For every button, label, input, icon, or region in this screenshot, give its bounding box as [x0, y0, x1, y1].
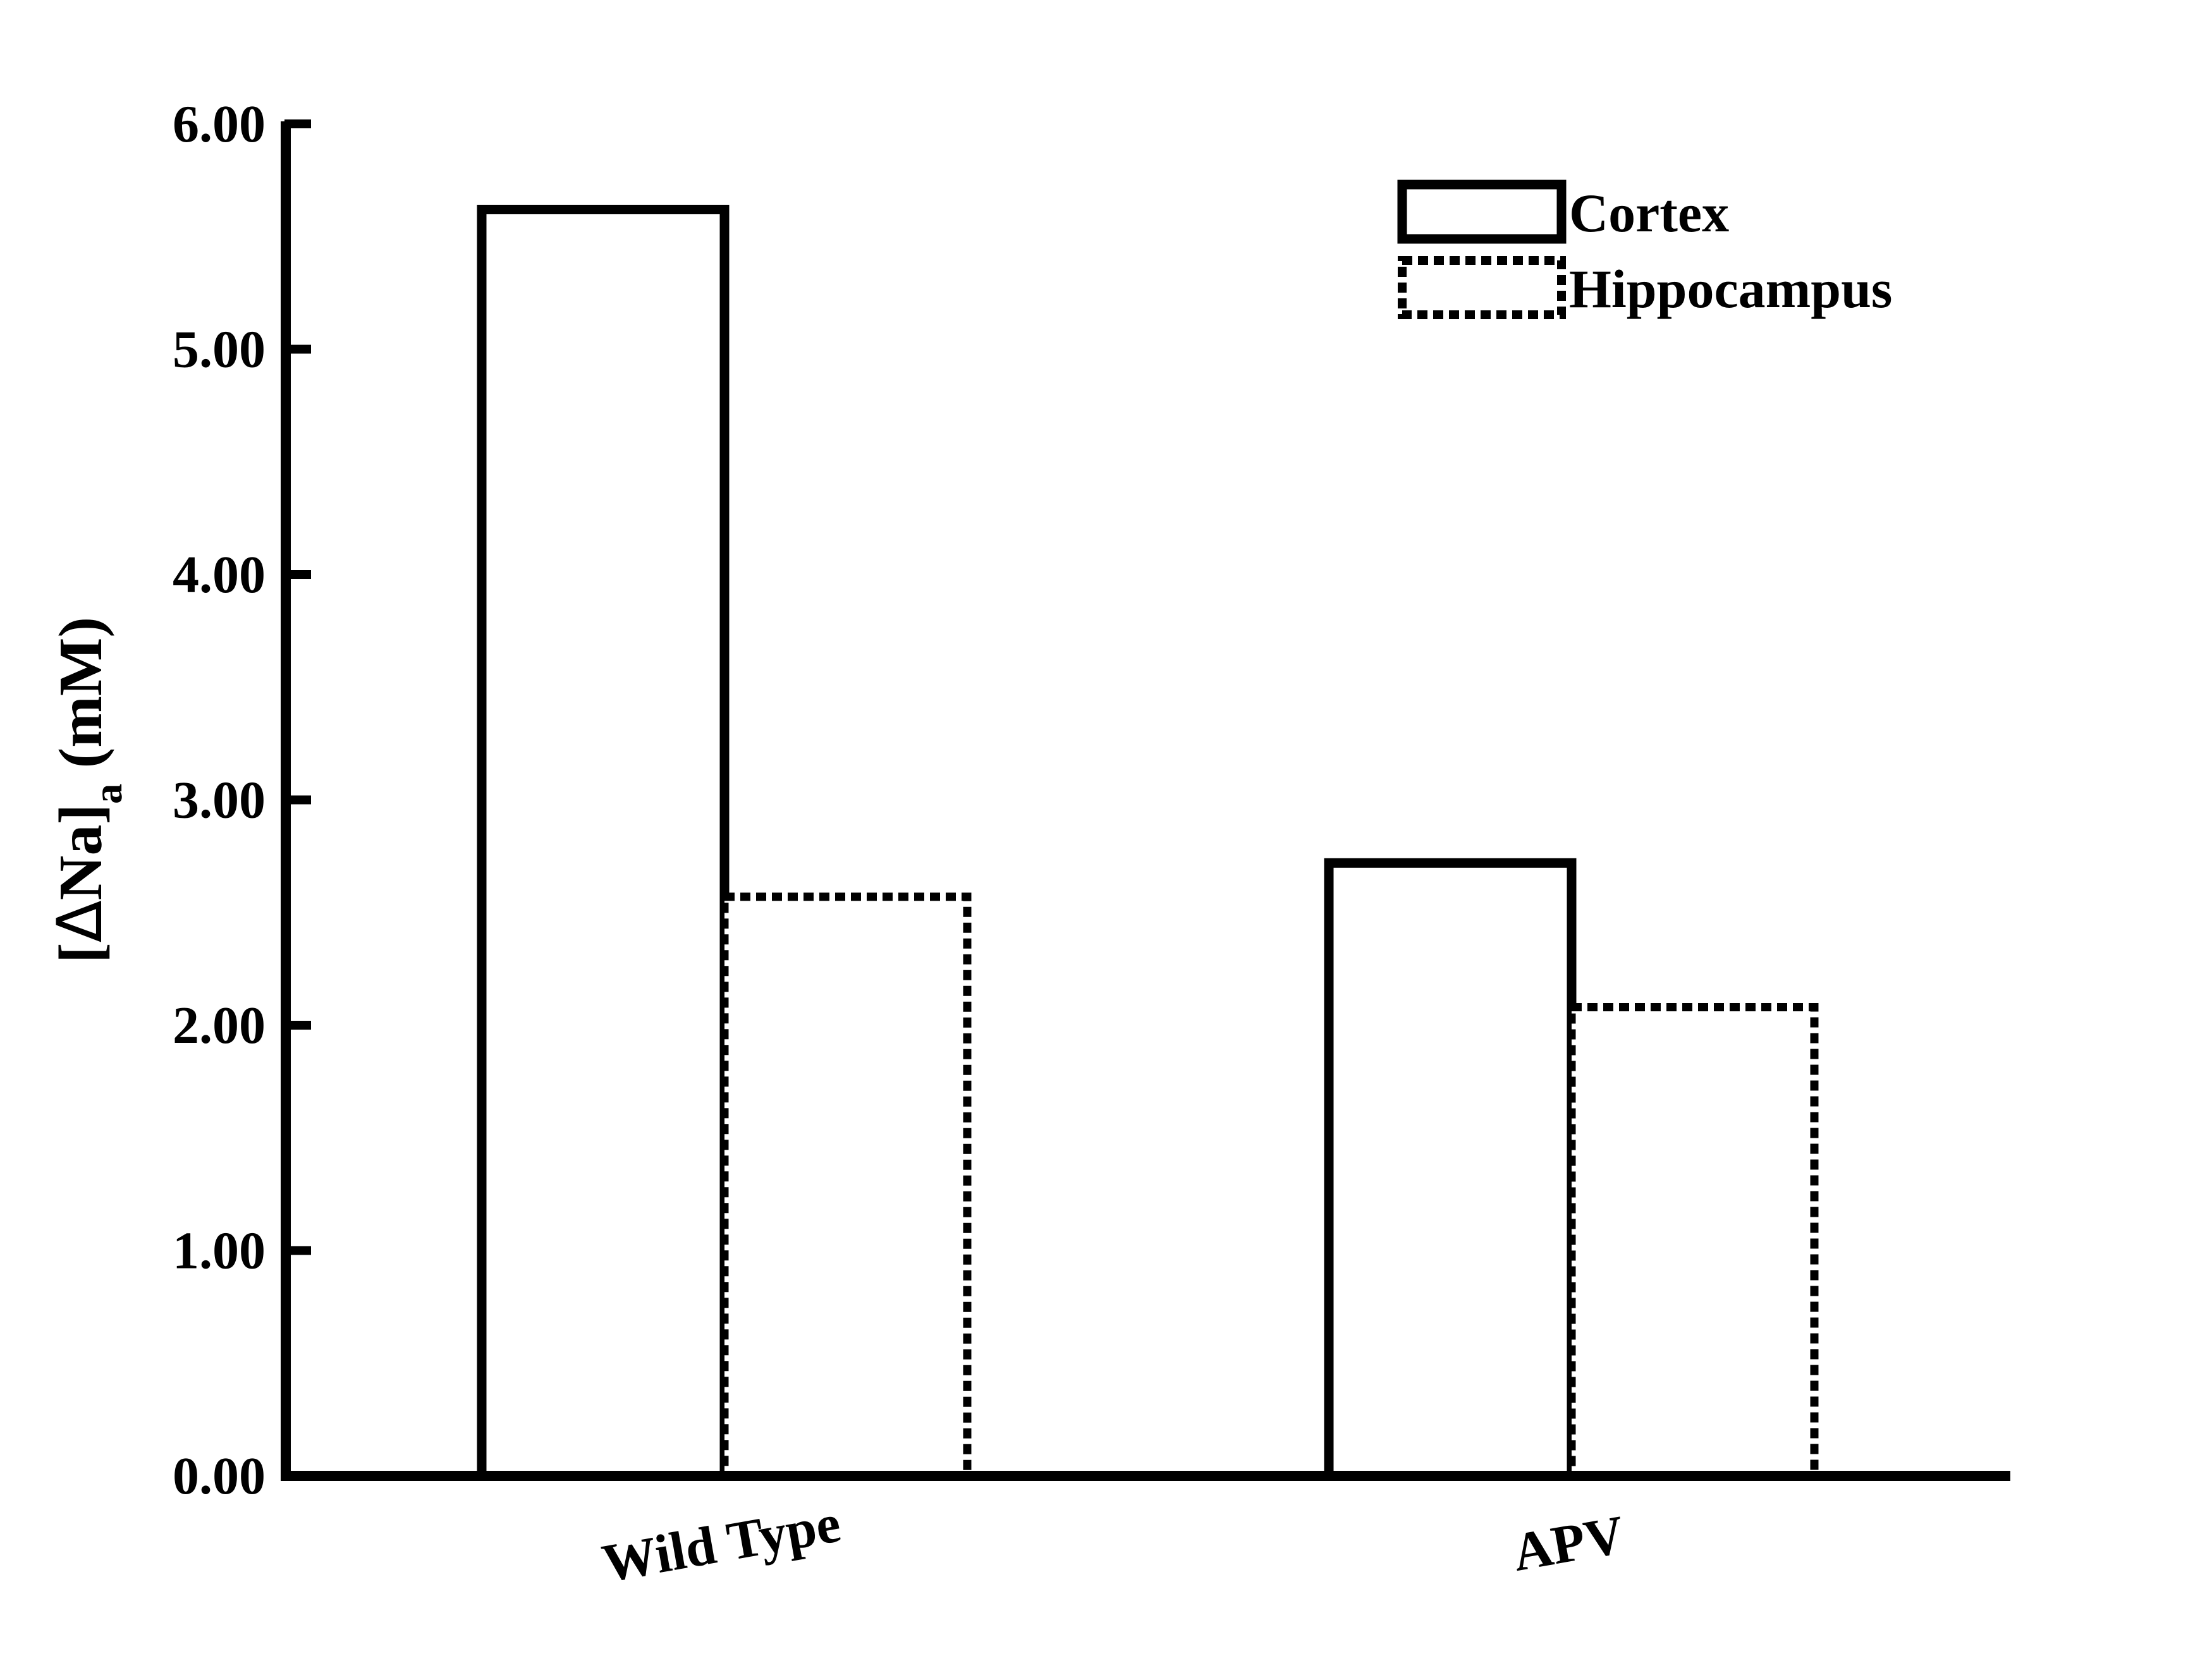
y-axis-title: [ΔNa]a (mM)	[44, 617, 130, 963]
y-tick-label: 6.00	[173, 95, 266, 154]
y-tick-label: 2.00	[173, 996, 266, 1055]
bar-hippocampus-apv	[1567, 1002, 1819, 1480]
bar-hippocampus-wild-type	[720, 892, 972, 1480]
bar-cortex-wild-type	[477, 204, 730, 1481]
y-tick-label: 4.00	[173, 545, 266, 604]
legend-swatch-cortex	[1397, 180, 1567, 244]
legend-label-hippocampus: Hippocampus	[1569, 259, 1892, 319]
bars-group	[477, 204, 1819, 1481]
y-ticks-group: 0.00 1.00 2.00 3.00 4.00 5.00 6.00	[173, 95, 311, 1506]
legend: Cortex Hippocampus	[1397, 180, 1892, 319]
bar-cortex-apv	[1324, 858, 1577, 1481]
legend-label-cortex: Cortex	[1569, 183, 1729, 243]
y-tick-label: 3.00	[173, 771, 266, 830]
y-tick-label: 1.00	[173, 1222, 266, 1281]
legend-swatch-hippocampus	[1398, 256, 1566, 319]
y-tick-label: 5.00	[173, 320, 266, 379]
y-tick-label: 0.00	[173, 1447, 266, 1506]
